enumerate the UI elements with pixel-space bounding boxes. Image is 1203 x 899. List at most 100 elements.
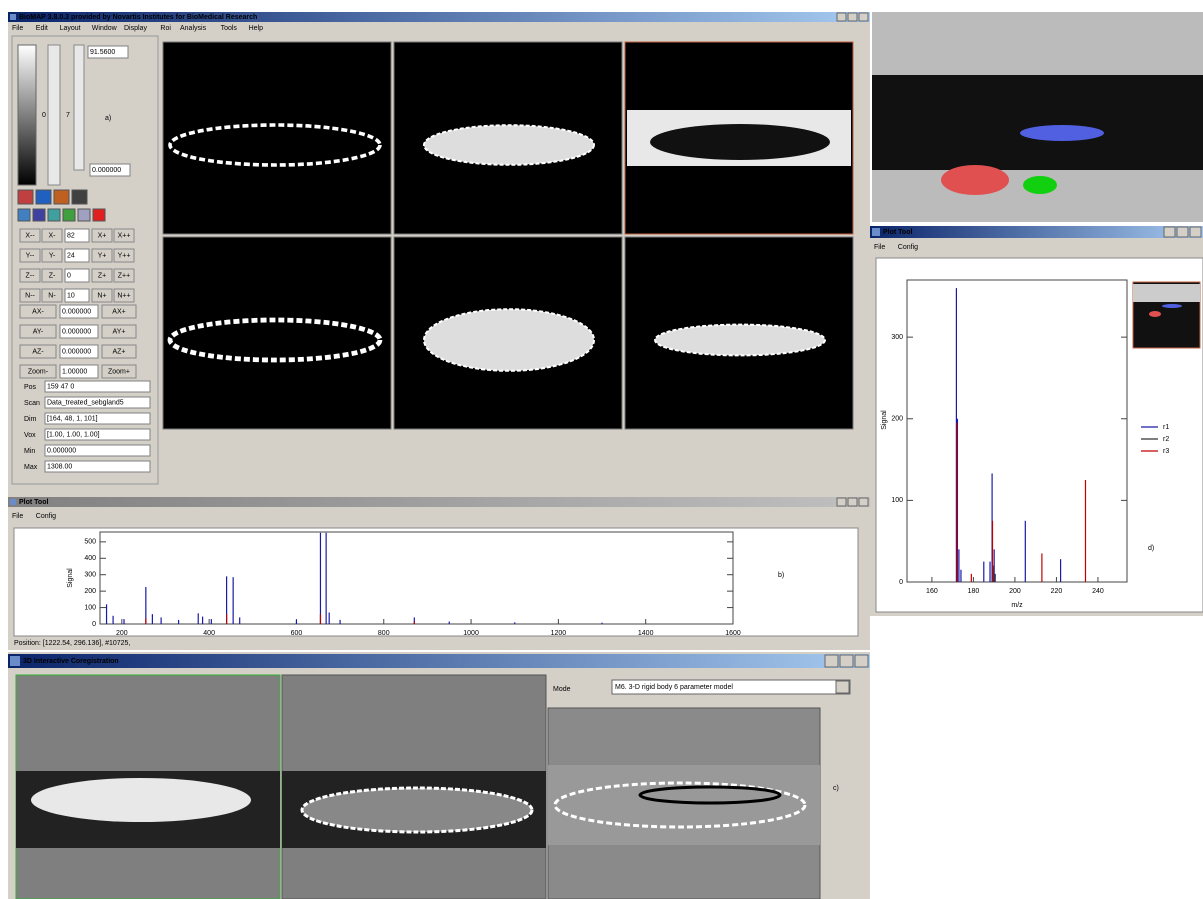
tool-icon[interactable] — [71, 189, 88, 205]
roi-red[interactable] — [941, 165, 1009, 195]
button-label[interactable]: AX+ — [112, 308, 125, 315]
window-button[interactable] — [836, 497, 847, 507]
button-label[interactable]: Z- — [49, 272, 56, 279]
button-label[interactable]: N+ — [97, 292, 106, 299]
button-label[interactable]: Zoom- — [28, 368, 49, 375]
menu-item[interactable]: Config — [898, 244, 918, 251]
button-label[interactable]: Y-- — [26, 252, 35, 259]
menu-item[interactable]: File — [874, 244, 885, 251]
menu-item[interactable]: Roi — [160, 25, 171, 32]
window-button[interactable] — [1163, 226, 1176, 238]
menu-item[interactable]: Edit — [36, 25, 48, 32]
button-label[interactable]: AZ- — [32, 348, 44, 355]
button-label[interactable]: N++ — [117, 292, 130, 299]
button-label[interactable]: AZ+ — [112, 348, 125, 355]
button-label[interactable]: Z+ — [98, 272, 106, 279]
field-value: 24 — [67, 252, 75, 259]
x-tick-label: 220 — [1051, 588, 1063, 595]
button[interactable] — [19, 344, 57, 359]
button[interactable] — [113, 288, 135, 303]
menu-item[interactable]: Tools — [221, 25, 238, 32]
tool-icon[interactable] — [17, 189, 34, 205]
button[interactable] — [91, 268, 113, 283]
button[interactable] — [101, 304, 137, 319]
y-axis-label: Signal — [881, 410, 888, 430]
button[interactable] — [101, 344, 137, 359]
menu-item[interactable]: Config — [36, 513, 56, 520]
slider[interactable] — [73, 44, 85, 171]
button[interactable] — [19, 228, 41, 243]
button[interactable] — [41, 268, 63, 283]
button-label[interactable]: X- — [49, 232, 57, 239]
tool-icon[interactable] — [32, 208, 46, 222]
window-button[interactable] — [1176, 226, 1189, 238]
button[interactable] — [41, 288, 63, 303]
button[interactable] — [101, 364, 137, 379]
button-label[interactable]: AY+ — [113, 328, 126, 335]
button[interactable] — [19, 288, 41, 303]
tool-icon[interactable] — [92, 208, 106, 222]
menu-item[interactable]: Help — [249, 25, 264, 32]
y-tick-label: 200 — [891, 416, 903, 423]
dropdown-value[interactable]: M6. 3-D rigid body 6 parameter model — [615, 684, 733, 691]
field-value: 91.5600 — [90, 49, 115, 56]
tool-icon[interactable] — [35, 189, 52, 205]
window-button[interactable] — [839, 654, 854, 668]
tool-icon[interactable] — [53, 189, 70, 205]
dropdown-arrow[interactable] — [835, 680, 850, 694]
button[interactable] — [113, 248, 135, 263]
button[interactable] — [113, 268, 135, 283]
button[interactable] — [91, 288, 113, 303]
window-button[interactable] — [836, 12, 847, 22]
tissue-shape — [654, 323, 826, 357]
button-label[interactable]: AX- — [32, 308, 44, 315]
menu-item[interactable]: Analysis — [180, 25, 207, 32]
tool-icon[interactable] — [17, 208, 31, 222]
button-label[interactable]: X-- — [25, 232, 35, 239]
tool-icon[interactable] — [77, 208, 91, 222]
button-label[interactable]: N-- — [25, 292, 35, 299]
button[interactable] — [91, 228, 113, 243]
window-button[interactable] — [824, 654, 839, 668]
button[interactable] — [19, 268, 41, 283]
menu-item[interactable]: File — [12, 513, 23, 520]
menu-item[interactable]: Window — [92, 25, 118, 32]
button[interactable] — [19, 324, 57, 339]
button[interactable] — [101, 324, 137, 339]
text-field — [89, 163, 131, 177]
button-label[interactable]: AY- — [33, 328, 44, 335]
button-label[interactable]: Zoom+ — [108, 368, 130, 375]
window-button[interactable] — [847, 497, 858, 507]
window-button[interactable] — [1189, 226, 1202, 238]
dropdown[interactable] — [611, 679, 851, 695]
button-label[interactable]: Y++ — [118, 252, 131, 259]
button[interactable] — [19, 248, 41, 263]
tool-icon[interactable] — [47, 208, 61, 222]
button-label[interactable]: X++ — [118, 232, 131, 239]
tool-icon[interactable] — [62, 208, 76, 222]
window-button[interactable] — [854, 654, 869, 668]
slider[interactable] — [47, 44, 61, 186]
button-label[interactable]: Z++ — [118, 272, 130, 279]
button-label[interactable]: N- — [48, 292, 56, 299]
button[interactable] — [41, 228, 63, 243]
button-label[interactable]: Y- — [49, 252, 56, 259]
window-button[interactable] — [858, 12, 869, 22]
button-label[interactable]: Z-- — [26, 272, 36, 279]
button[interactable] — [41, 248, 63, 263]
button[interactable] — [113, 228, 135, 243]
window-button[interactable] — [847, 12, 858, 22]
window-button[interactable] — [858, 497, 869, 507]
button[interactable] — [19, 304, 57, 319]
button[interactable] — [91, 248, 113, 263]
field-label: Mode — [553, 686, 571, 693]
button-label[interactable]: X+ — [98, 232, 107, 239]
button[interactable] — [19, 364, 57, 379]
slider-label: 7 — [66, 112, 70, 119]
menu-item[interactable]: File — [12, 25, 23, 32]
menu-item[interactable]: Layout — [60, 25, 81, 32]
button-label[interactable]: Y+ — [98, 252, 107, 259]
roi-blue[interactable] — [1020, 125, 1104, 141]
roi-green[interactable] — [1023, 176, 1057, 194]
menu-item[interactable]: Display — [124, 25, 147, 32]
